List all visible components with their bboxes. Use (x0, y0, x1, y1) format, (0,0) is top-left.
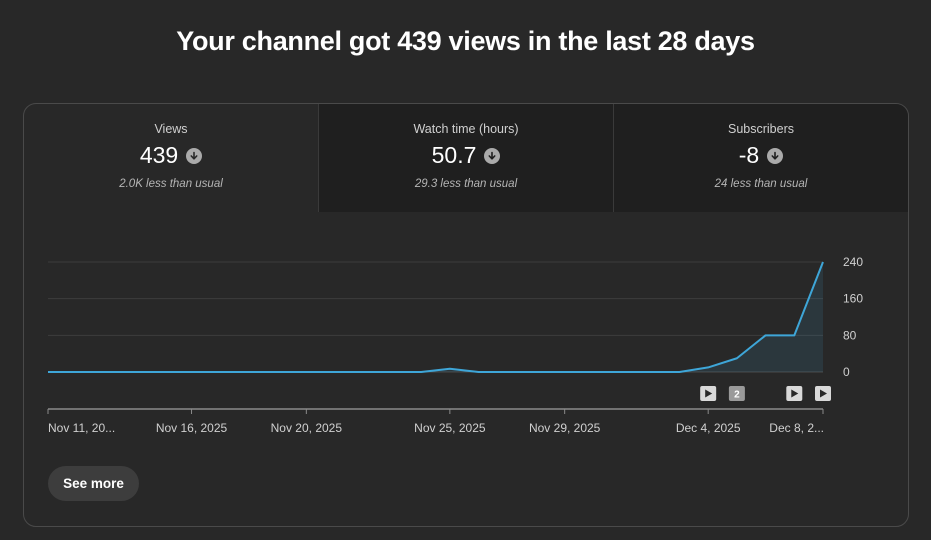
data-point (334, 371, 336, 373)
data-point (478, 371, 480, 373)
page-headline: Your channel got 439 views in the last 2… (176, 26, 755, 56)
tab-note: 29.3 less than usual (414, 178, 518, 190)
x-tick-label: Nov 20, 2025 (271, 421, 343, 435)
data-point (391, 371, 393, 373)
data-point (449, 368, 451, 370)
play-icon (791, 389, 799, 398)
views-line-chart: 0 80 160 240 Nov 11, 20... Nov 16, 2025 Nov 20… (47, 255, 863, 435)
metric-tabs: Views 439 2.0K less than usual Watch tim… (24, 104, 908, 212)
data-point (162, 371, 164, 373)
tab-value: 50.7 (431, 142, 477, 168)
data-point (277, 371, 279, 373)
data-point (736, 357, 738, 359)
tab-views[interactable]: Views 439 2.0K less than usual (24, 104, 318, 212)
data-point (535, 371, 537, 373)
data-point (592, 371, 594, 373)
series-area (48, 262, 823, 372)
tab-subscribers[interactable]: Subscribers -8 24 less than usual (613, 104, 908, 212)
x-tick-label: Nov 25, 2025 (414, 421, 486, 435)
tab-note: 2.0K less than usual (119, 178, 223, 190)
arrow-down-circle-icon (767, 147, 784, 164)
x-tick-label: Dec 4, 2025 (676, 421, 741, 435)
data-point (219, 371, 221, 373)
play-icon (820, 389, 827, 398)
data-point (678, 371, 680, 373)
x-tick-label: Nov 16, 2025 (156, 421, 228, 435)
arrow-down-circle-icon (484, 147, 501, 164)
video-marker-count[interactable]: 2 (728, 386, 745, 401)
video-marker-play-icon[interactable] (786, 386, 803, 401)
data-point (191, 371, 193, 373)
data-point (564, 371, 566, 373)
data-point (420, 371, 422, 373)
play-icon (705, 389, 713, 398)
tab-label: Subscribers (728, 122, 794, 136)
marker-box (728, 386, 745, 401)
data-point (363, 371, 365, 373)
video-marker-play-icon[interactable] (700, 386, 717, 401)
marker-count-label: 2 (734, 390, 740, 401)
y-tick-label: 240 (843, 255, 863, 269)
tab-watch-time[interactable]: Watch time (hours) 50.7 29.3 less than u… (318, 104, 613, 212)
x-tick-label: Nov 29, 2025 (529, 421, 601, 435)
data-point (76, 371, 78, 373)
data-point (793, 334, 795, 336)
x-tick-label: Dec 8, 2... (769, 421, 824, 435)
y-tick-label: 0 (843, 365, 850, 379)
data-point (248, 371, 250, 373)
x-tick-label: Nov 11, 20... (48, 421, 115, 435)
data-point (133, 371, 135, 373)
y-tick-label: 160 (843, 292, 863, 306)
tab-label: Views (154, 122, 188, 136)
tab-label: Watch time (hours) (413, 122, 519, 136)
data-point (650, 371, 652, 373)
data-point (104, 371, 106, 373)
arrow-down-circle-icon (186, 147, 203, 164)
data-point (47, 371, 49, 373)
y-tick-label: 80 (843, 328, 857, 342)
data-point (305, 371, 307, 373)
data-point (822, 261, 824, 263)
tab-note: 24 less than usual (714, 178, 808, 190)
see-more-button[interactable]: See more (48, 466, 139, 501)
data-point (506, 371, 508, 373)
tab-value: -8 (738, 142, 760, 168)
tab-value: 439 (139, 142, 179, 168)
data-point (621, 371, 623, 373)
analytics-card: Views 439 2.0K less than usual Watch tim… (23, 103, 909, 527)
video-marker-play-icon[interactable] (815, 386, 831, 401)
data-point (765, 334, 767, 336)
series-line (48, 261, 824, 373)
data-point (707, 366, 709, 368)
